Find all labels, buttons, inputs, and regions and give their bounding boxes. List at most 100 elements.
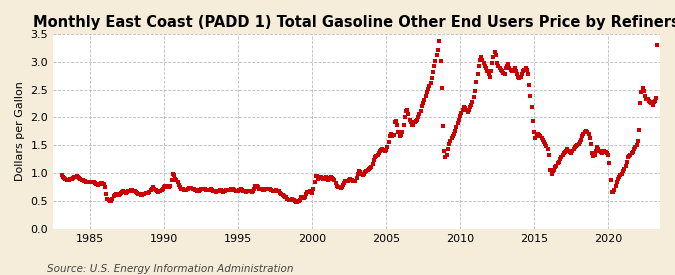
Point [383, 140, 394, 144]
Point [178, 187, 188, 191]
Point [336, 185, 347, 190]
Point [585, 136, 595, 140]
Point [526, 105, 537, 109]
Point [513, 75, 524, 79]
Point [96, 181, 107, 185]
Point [413, 115, 424, 119]
Point [108, 194, 119, 198]
Point [592, 145, 603, 150]
Point [66, 176, 77, 181]
Point [298, 196, 309, 200]
Point [650, 98, 661, 103]
Point [302, 190, 313, 195]
Point [212, 189, 223, 194]
Point [224, 188, 235, 192]
Point [180, 188, 190, 192]
Point [65, 177, 76, 181]
Point [213, 189, 224, 193]
Point [200, 188, 211, 192]
Point [435, 59, 446, 63]
Point [568, 147, 579, 151]
Point [616, 172, 627, 176]
Point [236, 188, 247, 192]
Point [456, 111, 467, 115]
Point [572, 143, 583, 147]
Point [652, 43, 663, 47]
Point [549, 167, 560, 172]
Point [271, 188, 281, 192]
Point [218, 190, 229, 194]
Point [415, 109, 426, 114]
Point [234, 188, 245, 192]
Point [508, 67, 518, 72]
Point [515, 75, 526, 79]
Point [536, 136, 547, 140]
Point [227, 186, 238, 191]
Point [315, 175, 326, 179]
Point [388, 133, 399, 137]
Point [88, 180, 99, 184]
Point [434, 39, 445, 43]
Point [619, 166, 630, 171]
Point [300, 192, 311, 196]
Point [308, 187, 319, 191]
Point [151, 188, 161, 192]
Point [144, 190, 155, 194]
Point [630, 145, 641, 150]
Point [457, 108, 468, 112]
Point [171, 178, 182, 182]
Point [475, 58, 485, 62]
Point [255, 186, 266, 191]
Point [580, 128, 591, 133]
Point [443, 142, 454, 146]
Point [376, 148, 387, 152]
Point [620, 164, 631, 168]
Point [56, 173, 67, 177]
Point [285, 198, 296, 202]
Point [640, 94, 651, 98]
Point [69, 175, 80, 180]
Point [186, 186, 196, 190]
Point [520, 66, 531, 71]
Point [317, 176, 327, 180]
Point [391, 119, 402, 123]
Point [564, 150, 575, 154]
Point [451, 125, 462, 130]
Point [362, 167, 373, 172]
Point [256, 187, 267, 191]
Point [561, 148, 572, 153]
Point [518, 69, 529, 73]
Point [637, 86, 648, 91]
Point [470, 89, 481, 93]
Point [145, 188, 156, 192]
Point [60, 177, 71, 181]
Point [277, 193, 288, 197]
Point [409, 120, 420, 125]
Point [68, 176, 78, 180]
Point [269, 189, 279, 194]
Point [312, 174, 323, 178]
Point [573, 141, 584, 146]
Point [427, 76, 437, 80]
Point [70, 175, 81, 179]
Point [510, 69, 521, 73]
Y-axis label: Dollars per Gallon: Dollars per Gallon [15, 81, 25, 181]
Point [160, 184, 171, 189]
Point [556, 155, 567, 160]
Point [239, 189, 250, 194]
Point [233, 189, 244, 194]
Point [470, 80, 481, 84]
Point [425, 81, 436, 86]
Point [483, 72, 494, 76]
Point [477, 58, 488, 62]
Point [217, 189, 227, 194]
Point [462, 110, 473, 114]
Point [443, 147, 454, 151]
Point [643, 98, 654, 103]
Point [122, 190, 132, 194]
Point [161, 184, 172, 188]
Point [132, 191, 142, 195]
Point [321, 176, 332, 180]
Point [190, 188, 200, 192]
Point [287, 197, 298, 201]
